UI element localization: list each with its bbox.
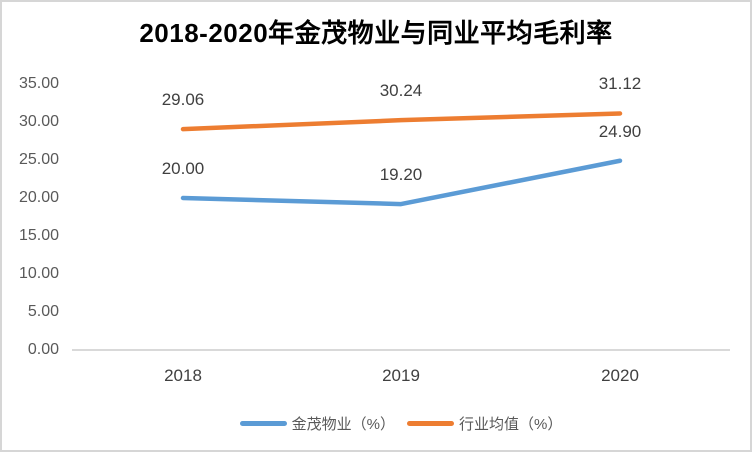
series-line-1 [180, 111, 623, 132]
y-axis-tick-label: 30.00 [18, 113, 59, 130]
data-point-label: 30.24 [379, 81, 423, 101]
data-point-label: 24.90 [598, 121, 642, 141]
y-axis-tick-label: 10.00 [18, 265, 59, 282]
y-axis-tick-label: 25.00 [18, 151, 59, 168]
y-axis-tick-label: 15.00 [18, 227, 59, 244]
data-point-label: 31.12 [598, 74, 642, 94]
legend-label: 行业均值（%） [459, 416, 563, 433]
y-axis-tick-label: 35.00 [18, 75, 59, 92]
x-axis-tick-label: 2020 [601, 366, 639, 385]
chart-title: 2018-2020年金茂物业与同业平均毛利率 [139, 18, 613, 48]
x-axis-tick-label: 2018 [164, 366, 202, 385]
legend: 金茂物业（%） 行业均值（%） [72, 413, 730, 434]
x-axis-tick-label: 2019 [382, 366, 420, 385]
legend-line-swatch-orange [407, 421, 454, 426]
legend-line-swatch-blue [239, 421, 287, 426]
y-axis-tick-label: 5.00 [27, 303, 59, 320]
series-line-0 [180, 158, 623, 207]
data-point-label: 19.20 [379, 165, 423, 185]
y-axis-tick-label: 20.00 [18, 189, 59, 206]
data-point-label: 20.00 [161, 159, 205, 178]
legend-item-industry: 行业均值（%） [407, 413, 562, 434]
legend-item-jinmao: 金茂物业（%） [239, 413, 395, 434]
y-axis-tick-label: 0.00 [27, 341, 59, 358]
legend-label: 金茂物业（%） [291, 416, 395, 433]
data-point-label: 29.06 [161, 90, 205, 110]
